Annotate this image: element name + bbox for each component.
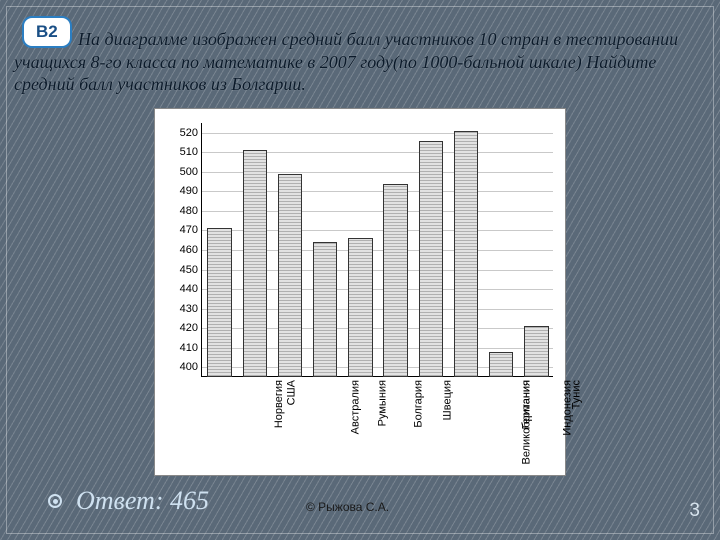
ytick-label: 500 [162, 166, 202, 178]
ytick-label: 520 [162, 127, 202, 139]
copyright-text: © Рыжова С.А. [306, 500, 389, 514]
bar [349, 239, 372, 376]
ytick-label: 490 [162, 185, 202, 197]
answer-text: Ответ: 465 [76, 486, 209, 516]
bar [208, 229, 231, 376]
page-number: 3 [689, 500, 700, 522]
xtick-label: Германия [520, 380, 532, 429]
chart-plot-area: 400410420430440450460470480490500510520 … [201, 123, 553, 377]
bar [314, 243, 337, 376]
ytick-label: 480 [162, 205, 202, 217]
xtick-label: Норвегия [273, 380, 285, 428]
bullet-icon [48, 494, 62, 508]
xtick-label: США [285, 380, 297, 405]
ytick-label: 420 [162, 322, 202, 334]
ytick-label: 430 [162, 303, 202, 315]
bar [384, 185, 407, 376]
question-text: На диаграмме изображен средний балл учас… [14, 28, 706, 96]
xtick-label: Болгария [413, 380, 425, 428]
ytick-label: 460 [162, 244, 202, 256]
ytick-label: 410 [162, 342, 202, 354]
ytick-label: 450 [162, 264, 202, 276]
xtick-label: Швеция [441, 380, 453, 420]
chart-container: 400410420430440450460470480490500510520 … [154, 108, 566, 476]
bar [455, 132, 478, 376]
answer-row: Ответ: 465 [48, 486, 209, 516]
xtick-label: Тунис [571, 380, 583, 409]
ytick-label: 510 [162, 146, 202, 158]
xtick-label: Румыния [377, 380, 389, 426]
ytick-label: 440 [162, 283, 202, 295]
chart-bars [202, 123, 553, 376]
ytick-label: 470 [162, 224, 202, 236]
bar [525, 327, 548, 376]
xtick-label: Австралия [349, 380, 361, 434]
bar [279, 175, 302, 376]
bar [490, 353, 513, 376]
bar [420, 142, 443, 376]
ytick-label: 400 [162, 361, 202, 373]
bar [244, 151, 267, 376]
